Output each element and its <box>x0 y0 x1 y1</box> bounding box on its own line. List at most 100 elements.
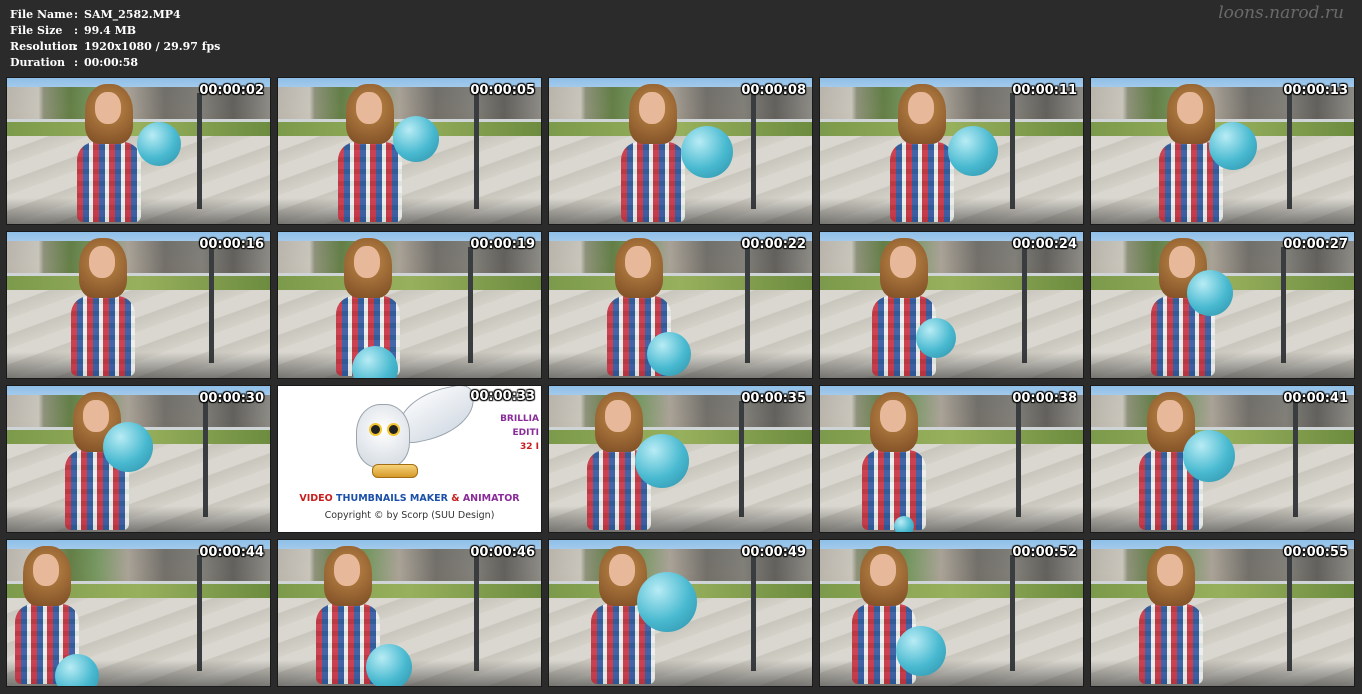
girl-face <box>870 554 896 586</box>
balloon <box>103 422 153 472</box>
owl-logo-image <box>356 404 410 468</box>
girl-face <box>1157 400 1183 432</box>
girl-face <box>1177 92 1203 124</box>
owl-eye <box>369 423 382 436</box>
shadow <box>7 351 270 378</box>
promo-title: VIDEO THUMBNAILS MAKER & ANIMATOR <box>278 493 541 504</box>
grass <box>7 275 270 294</box>
pole <box>197 554 202 672</box>
file-name-row: File Name : SAM_2582.MP4 <box>10 7 220 23</box>
balloon <box>637 572 697 632</box>
thumbnail-frame: 00:00:22 <box>548 231 813 379</box>
thumbnail-frame: 00:00:52 <box>819 539 1084 687</box>
resolution-label: Resolution <box>10 40 77 53</box>
watermark: loons.narod.ru <box>1218 3 1344 23</box>
thumbnail-frame: 00:00:55 <box>1090 539 1355 687</box>
girl-face <box>609 554 635 586</box>
buildings <box>1091 394 1354 427</box>
shadow <box>820 505 1083 532</box>
thumbnail-frame: 00:00:46 <box>277 539 542 687</box>
promo-title-part: & <box>447 493 463 504</box>
balloon <box>948 126 998 176</box>
buildings <box>549 86 812 119</box>
girl-face <box>880 400 906 432</box>
duration-label: Duration <box>10 56 66 69</box>
girl-shirt <box>890 142 954 222</box>
timestamp: 00:00:52 <box>1012 545 1077 560</box>
girl-face <box>354 246 380 278</box>
timestamp: 00:00:13 <box>1283 83 1348 98</box>
promo-side-text: EDITI <box>512 428 539 438</box>
file-size-label: File Size <box>10 24 63 37</box>
girl-face <box>625 246 651 278</box>
timestamp: 00:00:35 <box>741 391 806 406</box>
timestamp: 00:00:44 <box>199 545 264 560</box>
balloon <box>137 122 181 166</box>
scroll-image <box>372 464 418 478</box>
girl-shirt <box>71 296 135 376</box>
buildings <box>7 394 270 427</box>
pole <box>1287 554 1292 672</box>
timestamp: 00:00:19 <box>470 237 535 252</box>
girl-face <box>89 246 115 278</box>
timestamp: 00:00:16 <box>199 237 264 252</box>
buildings <box>7 240 270 273</box>
girl-face <box>95 92 121 124</box>
pole <box>745 246 750 364</box>
promo-side-text: BRILLIA <box>500 414 539 424</box>
timestamp: 00:00:55 <box>1283 545 1348 560</box>
buildings <box>278 548 541 581</box>
buildings <box>820 394 1083 427</box>
girl-face <box>356 92 382 124</box>
thumbnail-frame: 00:00:41 <box>1090 385 1355 533</box>
file-name-label: File Name <box>10 8 73 21</box>
balloon <box>681 126 733 178</box>
timestamp: 00:00:38 <box>1012 391 1077 406</box>
buildings <box>549 240 812 273</box>
pole <box>468 246 473 364</box>
duration-row: Duration : 00:00:58 <box>10 55 220 71</box>
pole <box>203 400 208 518</box>
pole <box>474 554 479 672</box>
balloon <box>916 318 956 358</box>
shadow <box>7 505 270 532</box>
girl-face <box>83 400 109 432</box>
shadow <box>1091 659 1354 686</box>
file-name-value: SAM_2582.MP4 <box>84 8 181 21</box>
balloon <box>647 332 691 376</box>
promo-title-part: ANIMATOR <box>462 493 520 504</box>
promo-title-part: THUMBNAILS MAKER <box>336 493 448 504</box>
pole <box>197 92 202 210</box>
balloon <box>635 434 689 488</box>
thumbnail-frame: 00:00:24 <box>819 231 1084 379</box>
thumbnail-frame: 00:00:19 <box>277 231 542 379</box>
buildings <box>278 86 541 119</box>
thumbnail-frame: 00:00:05 <box>277 77 542 225</box>
thumbnail-frame: 00:00:49 <box>548 539 813 687</box>
shadow <box>1091 351 1354 378</box>
buildings <box>1091 240 1354 273</box>
shadow <box>1091 505 1354 532</box>
buildings <box>7 86 270 119</box>
girl-shirt <box>77 142 141 222</box>
pole <box>209 246 214 364</box>
buildings <box>820 86 1083 119</box>
timestamp: 00:00:22 <box>741 237 806 252</box>
timestamp: 00:00:27 <box>1283 237 1348 252</box>
shadow <box>278 351 541 378</box>
balloon <box>896 626 946 676</box>
pole <box>1287 92 1292 210</box>
thumbnail-grid: 00:00:02 00:00:05 00:00:08 <box>6 77 1355 687</box>
resolution-row: Resolution : 1920x1080 / 29.97 fps <box>10 39 220 55</box>
balloon <box>1183 430 1235 482</box>
grass <box>820 121 1083 140</box>
owl-eye <box>387 423 400 436</box>
grass <box>7 121 270 140</box>
pole <box>739 400 744 518</box>
pole <box>1293 400 1298 518</box>
balloon <box>366 644 412 686</box>
grass <box>7 583 270 602</box>
buildings <box>820 240 1083 273</box>
pole <box>1016 400 1021 518</box>
separator: : <box>74 40 79 53</box>
